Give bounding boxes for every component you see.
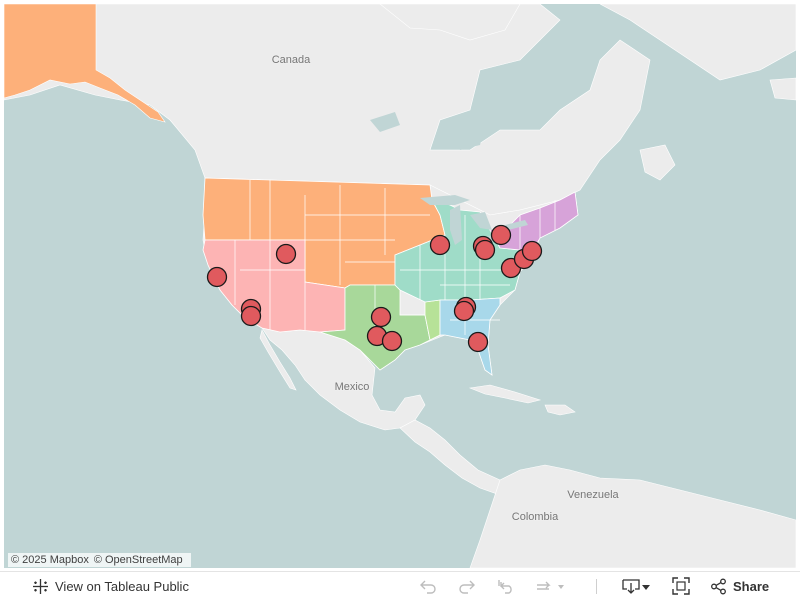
marker-houston[interactable] — [381, 330, 403, 352]
map-canvas[interactable]: Canada Mexico Venezuela Colombia — [4, 4, 796, 568]
marker-layer — [206, 224, 543, 353]
label-colombia: Colombia — [512, 511, 559, 523]
region-alaska[interactable] — [4, 4, 166, 123]
marker-san-francisco[interactable] — [206, 266, 228, 288]
tableau-icon — [32, 578, 49, 595]
south-america — [469, 464, 796, 568]
newfoundland — [639, 144, 676, 181]
redo-button[interactable] — [458, 572, 476, 600]
map-view[interactable]: Canada Mexico Venezuela Colombia — [4, 4, 796, 568]
map-attribution: © 2025 Mapbox © OpenStreetMap — [8, 553, 191, 567]
baja-california — [259, 329, 297, 391]
toolbar-separator — [596, 579, 597, 594]
marker-san-diego[interactable] — [240, 305, 262, 327]
greenland — [599, 4, 796, 81]
share-label: Share — [733, 578, 770, 594]
iceland — [769, 77, 796, 101]
label-canada: Canada — [272, 54, 311, 66]
great-lakes — [370, 112, 528, 245]
arctic-islands — [379, 4, 521, 41]
revert-button[interactable] — [497, 572, 515, 600]
state-borders — [234, 180, 556, 340]
marker-new-york[interactable] — [521, 240, 543, 262]
marker-atlanta-2[interactable] — [453, 300, 475, 322]
fullscreen-button[interactable] — [672, 572, 690, 600]
label-mexico: Mexico — [335, 381, 370, 393]
marker-salt-lake-city[interactable] — [275, 243, 297, 265]
marker-detroit[interactable] — [490, 224, 512, 246]
osm-attribution-link[interactable]: © OpenStreetMap — [93, 554, 183, 566]
redo-icon — [458, 578, 476, 594]
share-icon — [710, 578, 727, 595]
download-button[interactable] — [621, 572, 651, 600]
undo-button[interactable] — [419, 572, 437, 600]
cuba — [468, 384, 542, 404]
view-on-tableau-public-link[interactable]: View on Tableau Public — [32, 572, 189, 600]
place-labels: Canada Mexico Venezuela Colombia — [271, 53, 621, 524]
label-venezuela: Venezuela — [567, 489, 619, 501]
tableau-toolbar: View on Tableau Public Share — [0, 571, 800, 600]
revert-icon — [497, 578, 515, 594]
marker-dallas[interactable] — [370, 306, 392, 328]
download-icon — [621, 577, 651, 595]
marker-chicago[interactable] — [429, 234, 451, 256]
mapbox-attribution-link[interactable]: © 2025 Mapbox — [11, 554, 89, 566]
marker-pittsburgh[interactable] — [474, 239, 496, 261]
share-button[interactable]: Share — [710, 572, 769, 600]
refresh-button[interactable] — [535, 572, 565, 600]
fullscreen-icon — [672, 577, 690, 595]
view-on-tableau-public-label: View on Tableau Public — [55, 578, 189, 594]
undo-icon — [419, 578, 437, 594]
marker-orlando[interactable] — [467, 331, 489, 353]
refresh-icon — [535, 578, 565, 594]
hispaniola — [544, 404, 576, 416]
central-america — [399, 419, 511, 496]
